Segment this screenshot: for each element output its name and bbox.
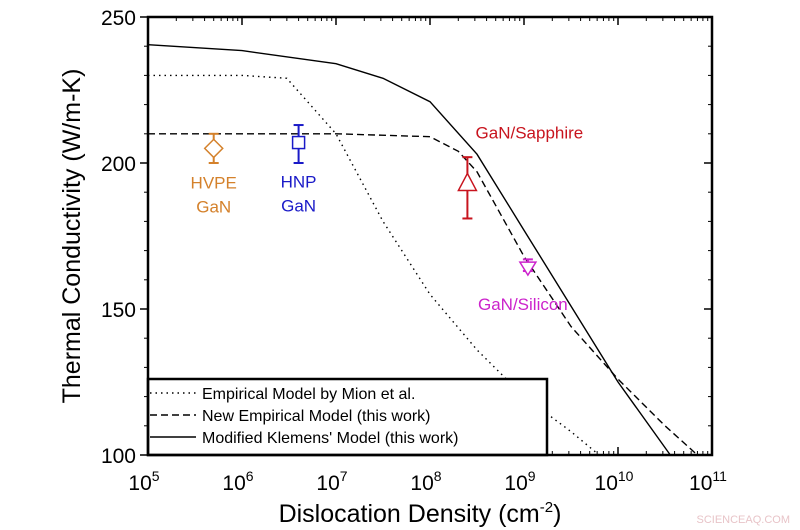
data-point-label: GaN/Sapphire [476, 123, 584, 142]
x-tick-label: 105 [128, 468, 159, 495]
data-point-square: HNP GaN [281, 124, 317, 216]
y-tick-label: 250 [101, 7, 136, 30]
series-line-solid [147, 44, 671, 456]
watermark: SCIENCEAQ.COM [696, 514, 790, 526]
x-tick-label: 1011 [689, 468, 727, 495]
triangle-down-marker [518, 261, 538, 277]
x-tick-label: 106 [222, 468, 253, 495]
legend-label: Modified Klemens' Model (this work) [202, 430, 458, 447]
diamond-marker [203, 138, 224, 159]
y-tick-label: 150 [101, 299, 136, 322]
data-point-label: GaN [281, 197, 316, 216]
legend-label: Empirical Model by Mion et al. [202, 386, 415, 403]
data-point-triangle-up: GaN/Sapphire [457, 123, 584, 220]
legend: Empirical Model by Mion et al. New Empiri… [146, 377, 549, 457]
legend-label: New Empirical Model (this work) [202, 408, 431, 425]
y-tick-label: 100 [101, 445, 136, 468]
square-marker [291, 135, 306, 150]
y-tick-label: 200 [101, 153, 136, 176]
data-point-label: HNP [281, 173, 317, 192]
x-tick-label: 108 [410, 468, 441, 495]
x-tick-label: 107 [316, 468, 347, 495]
x-axis-label: Dislocation Density (cm-2) [279, 499, 562, 528]
x-tick-label: 109 [504, 468, 535, 495]
data-point-label: GaN/Silicon [478, 295, 568, 314]
plot-frame [146, 15, 714, 457]
data-point-label: HVPE [191, 173, 237, 192]
triangle-up-marker [457, 171, 478, 192]
x-tick-label: 1010 [595, 468, 634, 495]
series-line-dashed [148, 133, 698, 456]
y-axis-label: Thermal Conductivity (W/m-K) [58, 69, 86, 404]
data-point-triangle-down: GaN/Silicon [478, 258, 568, 314]
data-point-diamond: HVPE GaN [191, 132, 237, 216]
data-point-label: GaN [196, 197, 231, 216]
